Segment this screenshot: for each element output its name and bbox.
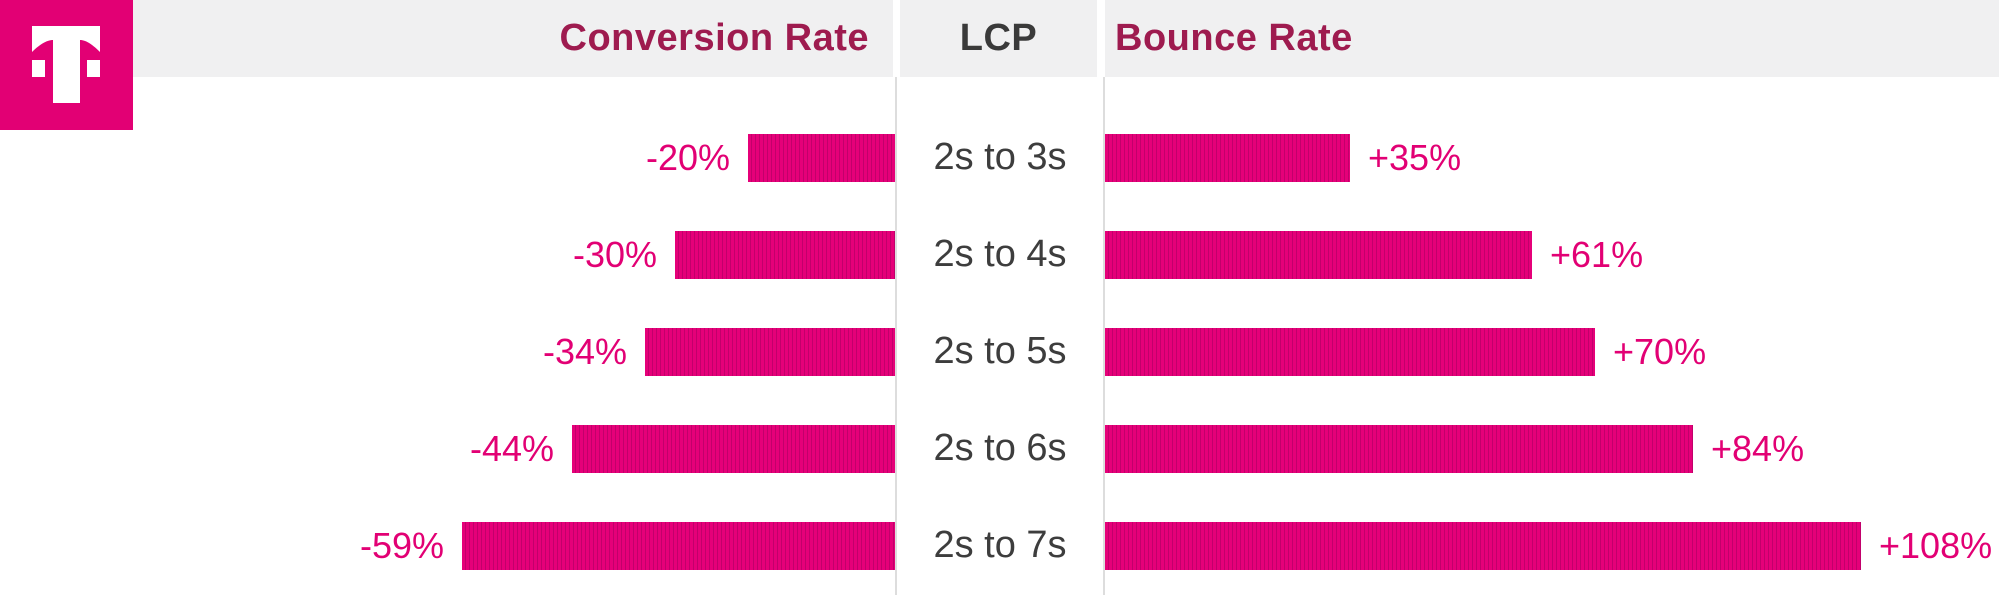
header-bounce-rate: Bounce Rate xyxy=(1105,0,1999,77)
conversion-value-label: -44% xyxy=(469,427,554,469)
conversion-value-label: -34% xyxy=(542,330,627,372)
lcp-category-label: 2s to 7s xyxy=(933,524,1067,566)
t-mobile-logo xyxy=(0,0,133,130)
header-conversion-rate: Conversion Rate xyxy=(133,0,893,77)
conversion-bar xyxy=(572,424,895,473)
conversion-row: -34% xyxy=(0,303,895,400)
conversion-value-label: -20% xyxy=(645,136,730,178)
conversion-row: -59% xyxy=(0,497,895,594)
bounce-row: +108% xyxy=(1105,497,1999,594)
chart-body: -20% -30% -34% -44% -59% 2s to 3s xyxy=(0,77,1999,595)
lcp-category-label: 2s to 6s xyxy=(933,427,1067,469)
bounce-bar xyxy=(1105,230,1532,279)
bounce-value-label: +35% xyxy=(1368,136,1462,178)
conversion-bar xyxy=(645,327,895,376)
lcp-category-label: 2s to 3s xyxy=(933,136,1067,178)
lcp-column: 2s to 3s 2s to 4s 2s to 5s 2s to 6s 2s t… xyxy=(895,77,1105,595)
bounce-row: +84% xyxy=(1105,400,1999,497)
bounce-value-label: +70% xyxy=(1613,330,1707,372)
conversion-bar xyxy=(675,230,895,279)
bounce-rate-column: +35% +61% +70% +84% +108% xyxy=(1105,77,1999,595)
conversion-bar xyxy=(462,521,895,570)
conversion-row: -30% xyxy=(0,206,895,303)
bounce-value-label: +108% xyxy=(1879,524,1993,566)
conversion-bar xyxy=(748,133,895,182)
bounce-bar xyxy=(1105,133,1350,182)
lcp-category-label: 2s to 5s xyxy=(933,330,1067,372)
bounce-value-label: +61% xyxy=(1550,233,1644,275)
telekom-t-icon xyxy=(0,0,133,130)
bounce-value-label: +84% xyxy=(1711,427,1805,469)
bounce-row: +35% xyxy=(1105,109,1999,206)
conversion-rate-column: -20% -30% -34% -44% -59% xyxy=(0,77,895,595)
conversion-value-label: -30% xyxy=(572,233,657,275)
conversion-row: -20% xyxy=(0,109,895,206)
lcp-category-label: 2s to 4s xyxy=(933,233,1067,275)
conversion-value-label: -59% xyxy=(359,524,444,566)
bounce-bar xyxy=(1105,521,1861,570)
bounce-row: +61% xyxy=(1105,206,1999,303)
bounce-bar xyxy=(1105,424,1693,473)
conversion-row: -44% xyxy=(0,400,895,497)
bounce-row: +70% xyxy=(1105,303,1999,400)
bounce-bar xyxy=(1105,327,1595,376)
header-lcp: LCP xyxy=(900,0,1097,77)
